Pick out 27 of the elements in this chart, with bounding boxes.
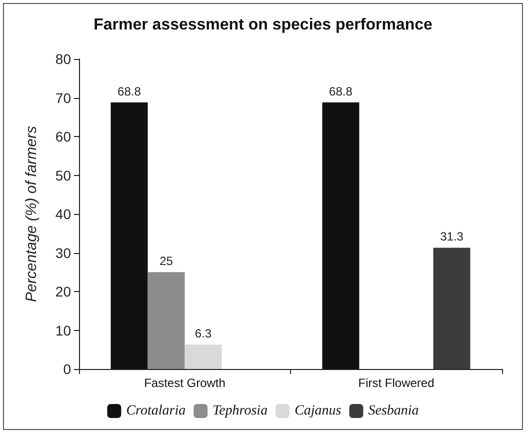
y-tick-label: 10 bbox=[55, 322, 72, 338]
bar bbox=[184, 344, 222, 369]
y-tick-label: 30 bbox=[55, 244, 72, 261]
data-label: 31.3 bbox=[440, 230, 464, 244]
x-tick-label: First Flowered bbox=[358, 376, 434, 390]
legend-label: Crotalaria bbox=[126, 404, 186, 418]
bar bbox=[322, 102, 360, 369]
chart-title: Farmer assessment on species performance bbox=[94, 16, 433, 34]
data-label: 68.8 bbox=[118, 84, 142, 98]
bar bbox=[110, 102, 148, 369]
bar bbox=[433, 248, 470, 369]
y-tick-label: 50 bbox=[55, 167, 72, 184]
y-tick-label: 20 bbox=[55, 284, 72, 300]
y-axis-title: Percentage (%) of farmers bbox=[23, 126, 40, 302]
y-tick-label: 40 bbox=[55, 206, 72, 222]
y-tick-label: 0 bbox=[63, 361, 72, 377]
data-label: 68.8 bbox=[329, 84, 353, 98]
y-tick-label: 80 bbox=[55, 51, 72, 67]
y-tick-label: 60 bbox=[55, 128, 72, 144]
bar bbox=[148, 272, 185, 369]
data-label: 25 bbox=[160, 254, 174, 268]
legend-label: Tephrosia bbox=[212, 404, 268, 418]
legend-label: Sesbania bbox=[368, 404, 419, 418]
data-label: 6.3 bbox=[194, 326, 212, 341]
legend-label: Cajanus bbox=[294, 404, 342, 418]
x-tick-label: Fastest Growth bbox=[144, 376, 226, 390]
y-tick-label: 70 bbox=[55, 90, 72, 106]
